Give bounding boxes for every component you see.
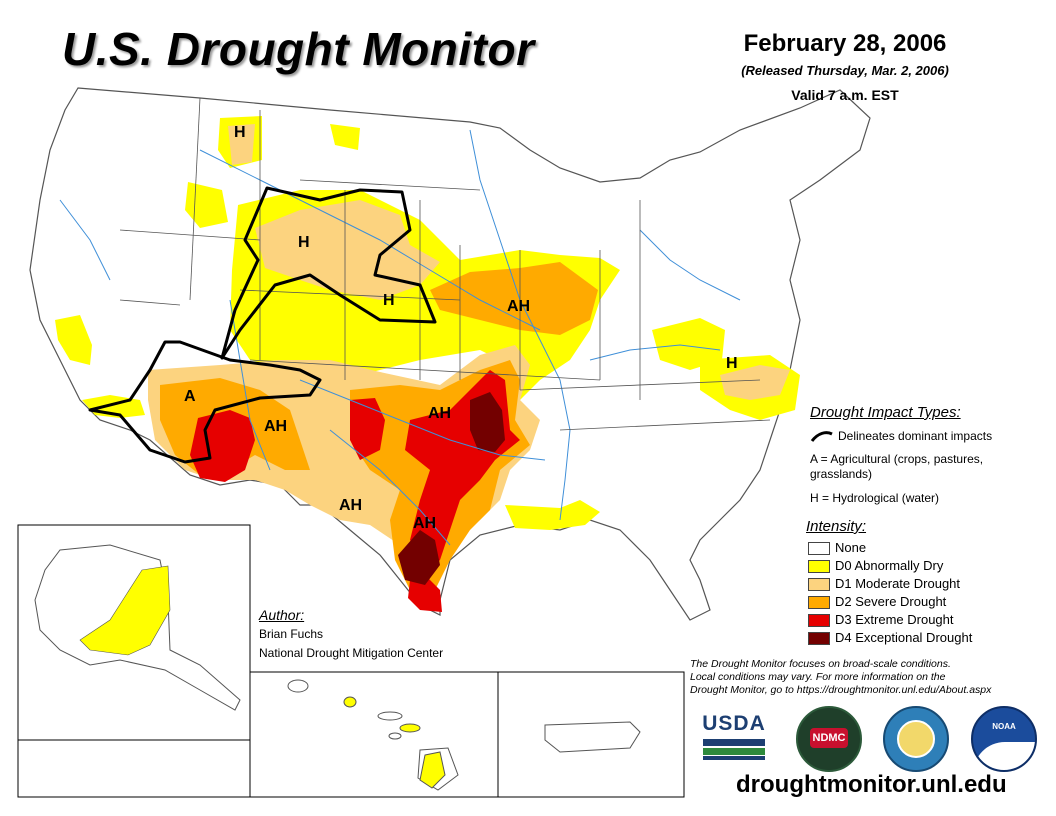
map-label-ah-south-texas: AH <box>413 515 437 532</box>
hawaii-inset-frame <box>249 671 499 798</box>
map-label-h-nebraska: H <box>383 292 395 309</box>
map-label-h-carolinas: H <box>726 355 738 372</box>
map-label-ah-new-mexico: AH <box>264 418 288 435</box>
d1-montana <box>228 124 255 165</box>
swatch-d4 <box>808 632 830 645</box>
impact-legend-title: Drought Impact Types: <box>810 404 961 421</box>
swatch-d0 <box>808 560 830 573</box>
puerto-rico-inset-frame <box>497 671 685 798</box>
swatch-label-d2: D2 Severe Drought <box>835 594 947 609</box>
d3-new-mexico <box>350 398 385 460</box>
impact-legend-line-label: Delineates dominant impacts <box>838 429 993 443</box>
impact-legend-a-label: A = Agricultural (crops, pastures, <box>810 452 984 466</box>
d0-idaho <box>185 182 228 228</box>
map-label-ah-iowa: AH <box>507 298 531 315</box>
d1-wyoming-nebraska <box>255 200 440 300</box>
rivers <box>59 129 741 546</box>
swatch-label-d1: D1 Moderate Drought <box>835 576 961 591</box>
map-date: February 28, 2006 <box>743 30 947 57</box>
d2-iowa <box>430 262 598 335</box>
website-url[interactable]: droughtmonitor.unl.edu <box>736 771 1007 798</box>
d0-ohio-valley <box>652 318 725 370</box>
swatch-none <box>808 542 830 555</box>
commerce-seal-logo <box>883 706 949 772</box>
swatch-label-d0: D0 Abnormally Dry <box>835 558 944 573</box>
map-label-ah-west-texas: AH <box>339 497 363 514</box>
usda-logo: USDA <box>701 712 767 762</box>
noaa-logo: NOAA <box>971 706 1037 772</box>
swatch-d2 <box>808 596 830 609</box>
author-title: Author: <box>259 607 305 623</box>
author-org: National Drought Mitigation Center <box>259 646 444 660</box>
swatch-label-d4: D4 Exceptional Drought <box>835 630 973 645</box>
swatch-label-none: None <box>835 540 867 555</box>
author-name: Brian Fuchs <box>259 627 324 641</box>
impact-legend-a-label-cont: grasslands) <box>810 467 873 481</box>
swatch-d3 <box>808 614 830 627</box>
impact-legend-line-sample <box>810 431 833 442</box>
alaska-inset-frame <box>17 524 251 798</box>
map-label-ah-oklahoma: AH <box>428 405 452 422</box>
d0-north-dakota <box>330 124 360 150</box>
swatch-d1 <box>808 578 830 591</box>
footer-note-line-3[interactable]: Drought Monitor, go to https://droughtmo… <box>690 684 992 696</box>
ndmc-logo: NDMC <box>796 706 862 772</box>
d4-oklahoma <box>470 392 505 452</box>
impact-line-north <box>220 186 437 360</box>
release-date: (Released Thursday, Mar. 2, 2006) <box>741 63 949 78</box>
map-label-h-wyoming: H <box>298 234 310 251</box>
d4-south-texas <box>398 530 440 585</box>
swatch-label-d3: D3 Extreme Drought <box>835 612 954 627</box>
d3-south-texas <box>408 575 442 612</box>
footer-note: The Drought Monitor focuses on broad-sca… <box>690 658 1050 697</box>
map-title: U.S. Drought Monitor <box>62 23 535 75</box>
d4-regions <box>398 392 505 585</box>
state-borders <box>119 97 771 431</box>
puerto-rico-outline <box>544 721 641 753</box>
d0-gulf <box>505 500 600 530</box>
map-label-h-montana: H <box>234 124 246 141</box>
d0-california <box>55 315 92 365</box>
footer-note-line-2: Local conditions may vary. For more info… <box>690 671 946 683</box>
d1-carolinas <box>720 365 790 400</box>
impact-line-southwest <box>88 340 322 464</box>
impact-lines <box>88 186 437 464</box>
impact-legend-h-label: H = Hydrological (water) <box>810 491 940 505</box>
map-label-a-arizona: A <box>184 388 196 405</box>
intensity-legend-title: Intensity: <box>806 518 867 535</box>
hawaii-islands <box>287 679 459 791</box>
valid-time: Valid 7 a.m. EST <box>791 87 899 103</box>
footer-note-line-1: The Drought Monitor focuses on broad-sca… <box>690 658 951 670</box>
